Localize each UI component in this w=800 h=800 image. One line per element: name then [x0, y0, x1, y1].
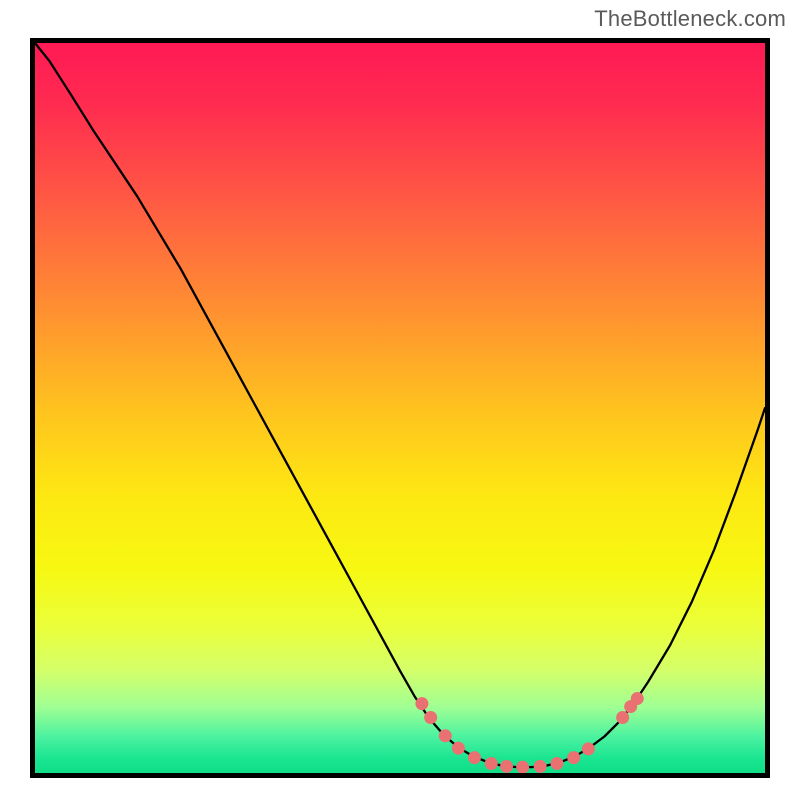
chart-svg [30, 38, 770, 778]
bottleneck-chart [30, 38, 770, 778]
watermark-label: TheBottleneck.com [594, 6, 786, 32]
